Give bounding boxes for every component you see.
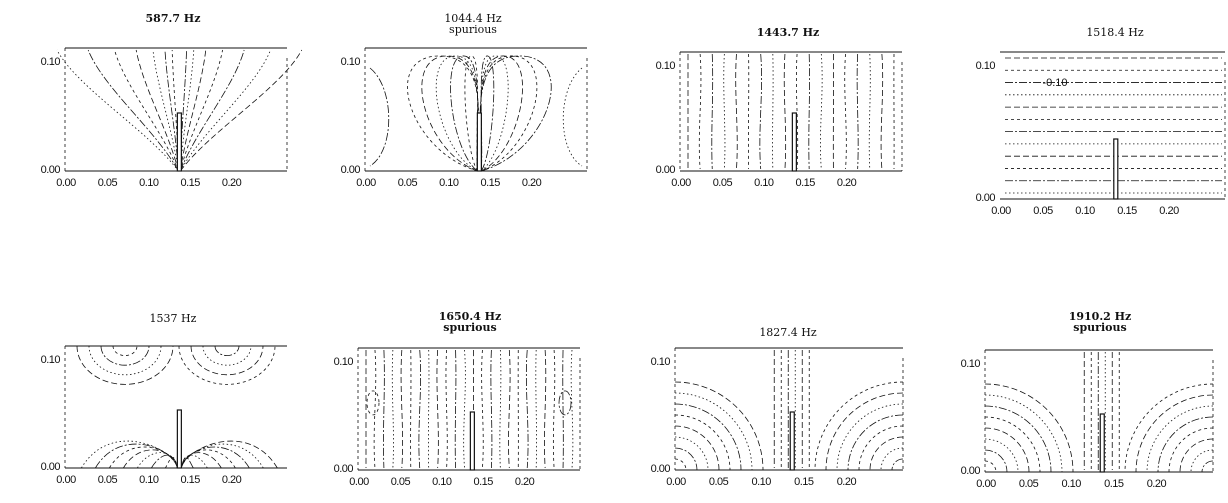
panel-title: 1518.4 Hz bbox=[1086, 26, 1144, 39]
x-tick-label: 0.00 bbox=[671, 177, 691, 189]
plate-marker bbox=[791, 112, 797, 172]
x-tick-label: 0.05 bbox=[709, 476, 729, 488]
x-tick-label: 0.05 bbox=[98, 474, 118, 486]
plate-marker bbox=[176, 409, 182, 469]
x-tick-label: 0.15 bbox=[180, 474, 200, 486]
x-tick-label: 0.15 bbox=[1104, 478, 1124, 490]
x-tick-label: 0.00 bbox=[991, 205, 1011, 217]
x-tick-label: 0.20 bbox=[1159, 205, 1179, 217]
panel-subtitle: spurious bbox=[1073, 321, 1126, 334]
x-tick-label: 0.15 bbox=[473, 476, 493, 488]
panel-title: 1827.4 Hz bbox=[759, 326, 817, 339]
x-tick-label: 0.20 bbox=[222, 177, 242, 189]
contour-lines bbox=[674, 350, 904, 471]
plate-marker bbox=[1099, 413, 1105, 473]
contour-panel: 1518.4 Hz 0.10 0.000.00 0.05 0.10 0.15 0.20 -0.… bbox=[976, 26, 1226, 217]
panel-title: 587.7 Hz bbox=[146, 12, 201, 25]
x-tick-label: 0.15 bbox=[794, 476, 814, 488]
x-tick-label: 0.10 bbox=[139, 474, 159, 486]
y-tick-label: 0.10 bbox=[41, 354, 61, 366]
y-tick-label: 0.10 bbox=[41, 56, 61, 68]
x-tick-label: 0.10 bbox=[1061, 478, 1081, 490]
contour-lines bbox=[76, 345, 278, 469]
contour-panel: 1827.4 Hz 0.10 0.000.00 0.05 0.10 0.15 0.20 bbox=[651, 326, 904, 488]
panel-title: 1650.4 Hz bbox=[439, 310, 502, 323]
plate-marker bbox=[469, 411, 475, 471]
y-tick-label: 0.00 bbox=[976, 192, 996, 204]
panel-title: 1443.7 Hz bbox=[757, 26, 820, 39]
y-tick-label: 0.00 bbox=[651, 463, 671, 475]
x-tick-label: 0.10 bbox=[139, 177, 159, 189]
y-tick-label: 0.00 bbox=[334, 463, 354, 475]
plate-marker bbox=[1113, 138, 1119, 200]
contour-lines bbox=[687, 53, 895, 170]
contour-panel: 1537 Hz 0.10 0.000.00 0.05 0.10 0.15 0.20 bbox=[41, 312, 287, 486]
x-tick-label: 0.10 bbox=[439, 177, 459, 189]
x-tick-label: 0.15 bbox=[795, 177, 815, 189]
x-tick-label: 0.00 bbox=[356, 177, 376, 189]
x-tick-label: 0.00 bbox=[666, 476, 686, 488]
plate-marker bbox=[476, 112, 482, 172]
contour-lines bbox=[984, 352, 1214, 473]
x-tick-label: 0.20 bbox=[837, 476, 857, 488]
x-tick-label: 0.10 bbox=[432, 476, 452, 488]
panel-title: 1537 Hz bbox=[150, 312, 197, 325]
y-tick-label: 0.00 bbox=[961, 465, 981, 477]
y-tick-label: 0.00 bbox=[341, 164, 361, 176]
x-tick-label: 0.15 bbox=[180, 177, 200, 189]
y-tick-label: 0.10 bbox=[976, 60, 996, 72]
x-tick-label: 0.20 bbox=[522, 177, 542, 189]
x-tick-label: 0.15 bbox=[1117, 205, 1137, 217]
y-tick-label: 0.10 bbox=[656, 60, 676, 72]
x-tick-label: 0.20 bbox=[222, 474, 242, 486]
y-tick-label: 0.00 bbox=[41, 164, 61, 176]
plate-marker bbox=[176, 112, 182, 172]
contour-lines bbox=[365, 349, 574, 469]
x-tick-label: 0.20 bbox=[515, 476, 535, 488]
panel-title: 1910.2 Hz bbox=[1069, 310, 1132, 323]
x-tick-label: 0.20 bbox=[837, 177, 857, 189]
x-tick-label: 0.05 bbox=[1019, 478, 1039, 490]
y-tick-label: 0.10 bbox=[961, 358, 981, 370]
contour-panel: 587.7 Hz 0.10 0.000.00 0.05 0.10 0.15 0.20 bbox=[41, 12, 303, 189]
x-tick-label: 0.10 bbox=[1075, 205, 1095, 217]
panel-subtitle: spurious bbox=[443, 321, 496, 334]
contour-value-label: -0.10 bbox=[1042, 77, 1067, 89]
x-tick-label: 0.05 bbox=[98, 177, 118, 189]
x-tick-label: 0.10 bbox=[751, 476, 771, 488]
y-tick-label: 0.00 bbox=[41, 461, 61, 473]
plate-marker bbox=[789, 411, 795, 471]
x-tick-label: 0.00 bbox=[976, 478, 996, 490]
x-tick-label: 0.05 bbox=[1033, 205, 1053, 217]
y-tick-label: 0.00 bbox=[656, 164, 676, 176]
x-tick-label: 0.00 bbox=[56, 474, 76, 486]
x-tick-label: 0.15 bbox=[480, 177, 500, 189]
y-tick-label: 0.10 bbox=[341, 56, 361, 68]
x-tick-label: 0.00 bbox=[56, 177, 76, 189]
x-tick-label: 0.20 bbox=[1147, 478, 1167, 490]
y-tick-label: 0.10 bbox=[651, 356, 671, 368]
x-tick-label: 0.05 bbox=[391, 476, 411, 488]
contour-panel: 1443.7 Hz 0.10 0.000.00 0.05 0.10 0.15 0.20 bbox=[656, 26, 903, 189]
contour-lines bbox=[56, 49, 303, 172]
x-tick-label: 0.05 bbox=[713, 177, 733, 189]
x-tick-label: 0.10 bbox=[754, 177, 774, 189]
contour-lines bbox=[369, 55, 583, 172]
panel-title: 1044.4 Hz bbox=[444, 12, 502, 25]
panel-subtitle: spurious bbox=[449, 23, 497, 36]
x-tick-label: 0.00 bbox=[349, 476, 369, 488]
x-tick-label: 0.05 bbox=[398, 177, 418, 189]
y-tick-label: 0.10 bbox=[334, 356, 354, 368]
